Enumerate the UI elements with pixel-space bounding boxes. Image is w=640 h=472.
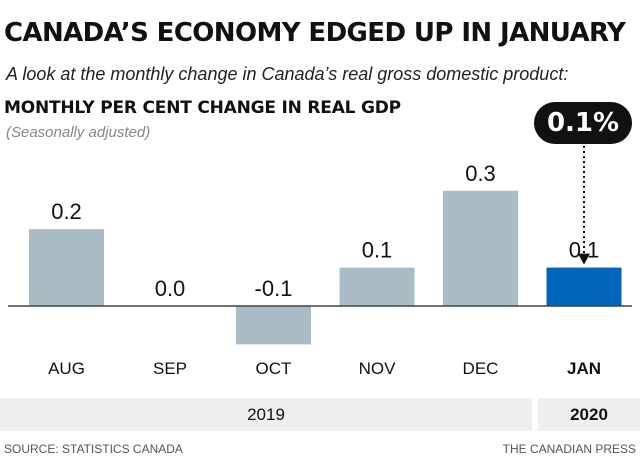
callout-arrowhead <box>578 253 590 265</box>
credit-note: THE CANADIAN PRESS <box>502 442 636 456</box>
bar-aug <box>29 229 104 306</box>
category-label-jan: JAN <box>567 359 601 378</box>
chart-heading: MONTHLY PER CENT CHANGE IN REAL GDP <box>4 98 401 118</box>
chart-note: (Seasonally adjusted) <box>6 124 151 141</box>
category-label-aug: AUG <box>48 359 85 378</box>
year-label-2019: 2019 <box>0 398 532 431</box>
source-note: SOURCE: STATISTICS CANADA <box>4 442 183 456</box>
bar-oct <box>236 306 311 345</box>
category-label-dec: DEC <box>463 359 499 378</box>
category-label-sep: SEP <box>153 359 187 378</box>
bar-jan <box>546 267 622 306</box>
category-label-oct: OCT <box>256 359 292 378</box>
chart-title: CANADA’S ECONOMY EDGED UP IN JANUARY <box>4 18 626 48</box>
value-label-dec: 0.3 <box>465 161 496 186</box>
chart-subtitle: A look at the monthly change in Canada’s… <box>6 64 569 84</box>
value-label-aug: 0.2 <box>51 199 82 224</box>
bar-nov <box>339 267 415 306</box>
value-label-oct: -0.1 <box>255 276 293 301</box>
value-label-sep: 0.0 <box>155 276 186 301</box>
value-label-nov: 0.1 <box>362 238 393 263</box>
callout-badge: 0.1% <box>534 102 632 144</box>
category-label-nov: NOV <box>359 359 397 378</box>
bar-dec <box>443 190 518 306</box>
year-label-2020: 2020 <box>538 398 640 431</box>
